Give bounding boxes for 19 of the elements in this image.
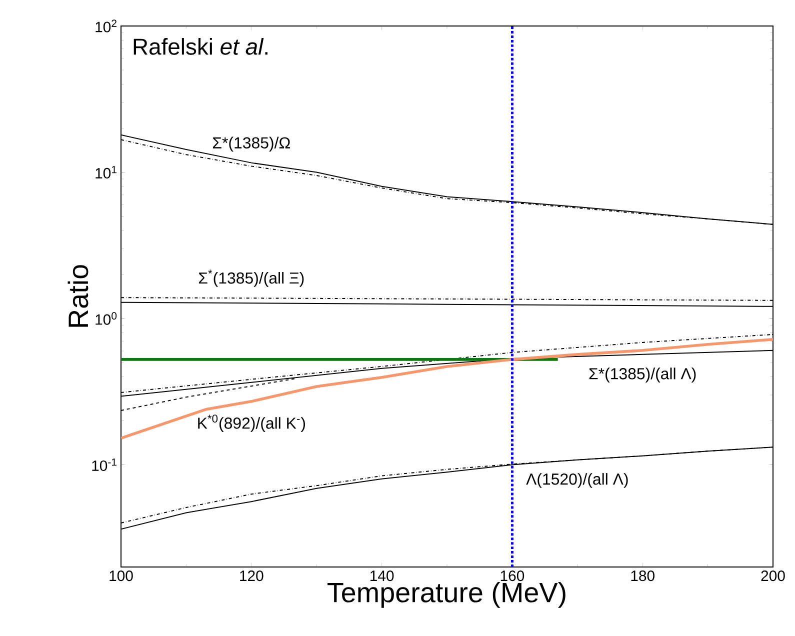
annotation: Σ*(1385)/Ω [213, 136, 290, 152]
x-axis-title: Temperature (MeV) [327, 582, 566, 608]
annotation: Σ*(1385)/(all Λ) [589, 368, 696, 382]
x-tick-label: 100 [110, 570, 133, 582]
x-tick-label: 140 [370, 570, 394, 582]
line-series [121, 338, 774, 440]
y-tick-label: 10$^{1}$ [96, 166, 116, 179]
y-tick-label: 10$^{-1}$ [92, 458, 116, 472]
x-tick-label: 180 [631, 570, 654, 582]
x-tick-label: 120 [240, 570, 264, 582]
annotation: K$^{*0}$(892)/(all K$^{-}$) [198, 414, 305, 432]
y-tick-label: 10$^{0}$ [96, 312, 117, 325]
x-tick-label: 200 [761, 570, 785, 582]
annotation: Σ$^{*}$(1385)/(all Ξ) [198, 270, 304, 287]
y-axis-title: Ratio [68, 265, 88, 327]
x-tick-label: 160 [500, 570, 524, 582]
annotation: Rafelski et al. [134, 38, 268, 55]
annotation: Λ(1520)/(all Λ) [526, 473, 628, 488]
y-tick-label: 10$^{2}$ [96, 20, 116, 32]
